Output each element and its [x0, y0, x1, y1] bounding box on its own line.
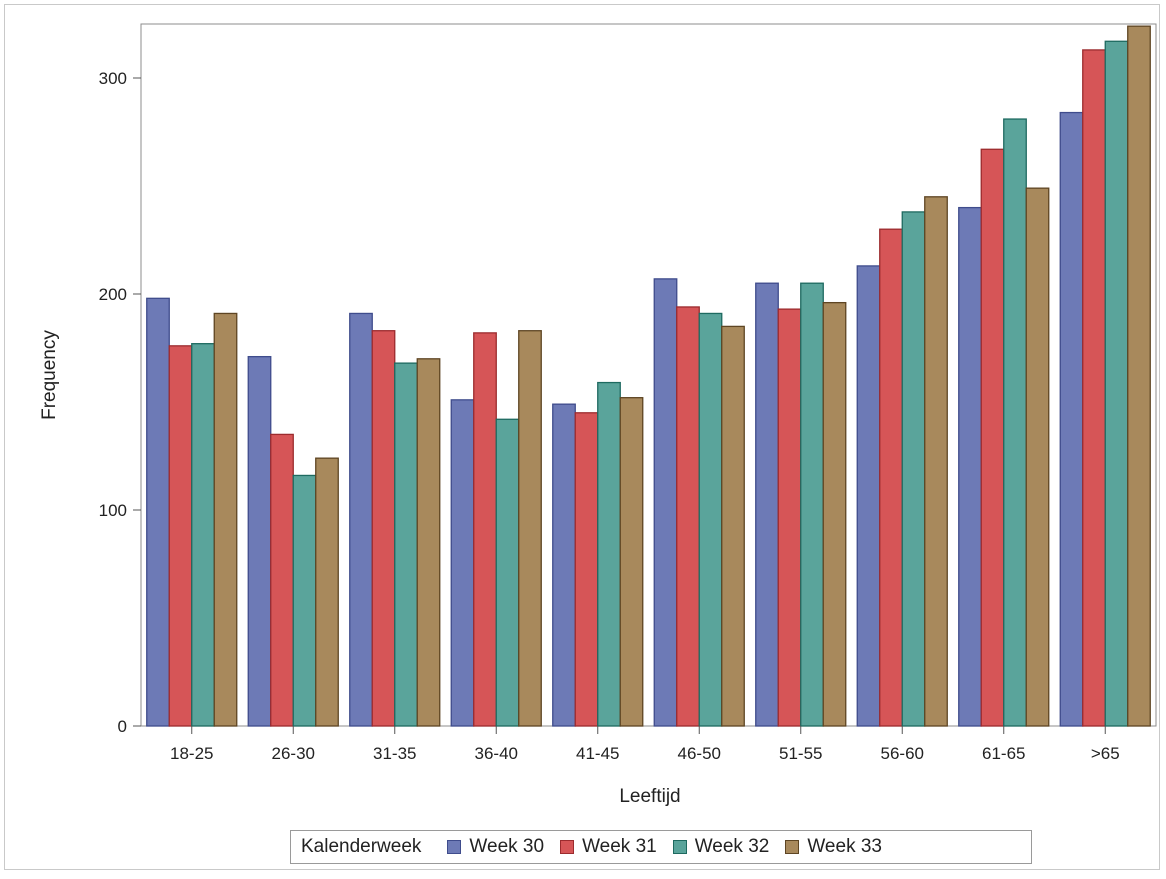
legend-swatch [672, 840, 687, 854]
bar [473, 332, 497, 727]
bar [416, 358, 441, 727]
y-axis: 0 100 200 300 [99, 69, 141, 736]
x-tick-label: 46-50 [678, 744, 721, 763]
bars [146, 25, 1151, 727]
bar [552, 403, 576, 727]
legend-item-week-31: Week 31 [560, 836, 657, 858]
bar [270, 433, 294, 727]
bar [721, 325, 745, 727]
bar [777, 308, 802, 727]
plot-border [140, 23, 1157, 727]
legend-item-week-30: Week 30 [447, 836, 544, 858]
bar [924, 196, 948, 727]
y-tick-label: 200 [99, 285, 127, 304]
bar [879, 228, 903, 727]
bar [1059, 111, 1084, 727]
x-tick-label: 61-65 [982, 744, 1025, 763]
legend-swatch [447, 840, 462, 854]
bar [1127, 25, 1151, 727]
bar [653, 278, 678, 727]
bar [450, 399, 475, 727]
bar [495, 418, 520, 727]
bar [168, 345, 193, 727]
bar [1082, 49, 1106, 727]
bar [980, 148, 1005, 727]
bar [349, 312, 373, 727]
legend-item-week-32: Week 32 [672, 836, 770, 858]
x-tick-label: 26-30 [272, 744, 315, 763]
legend-swatch [560, 840, 575, 854]
plot-area [140, 23, 1157, 727]
legend-label: Week 33 [807, 836, 882, 857]
legend-swatch [785, 840, 800, 854]
x-tick-label: >65 [1091, 744, 1120, 763]
bar [676, 306, 700, 727]
bar [191, 343, 215, 727]
bar [574, 412, 599, 727]
y-axis-title: Frequency [39, 330, 60, 420]
bar [958, 206, 982, 727]
bar [213, 312, 238, 727]
y-tick-label: 100 [99, 501, 127, 520]
bar [619, 397, 644, 727]
y-tick-label: 300 [99, 69, 127, 88]
chart-frame [4, 4, 1160, 870]
bar [1003, 118, 1027, 727]
bar [1104, 40, 1129, 727]
x-tick-label: 36-40 [475, 744, 518, 763]
bar [292, 474, 317, 727]
legend-label: Week 31 [582, 836, 657, 857]
legend-label: Week 32 [694, 836, 770, 857]
bar [247, 355, 272, 727]
bar [822, 301, 847, 727]
bar [371, 330, 396, 727]
bar [800, 282, 824, 727]
legend: Kalenderweek Week 30 Week 31 Week 32 Wee… [290, 830, 1032, 864]
legend-title: Kalenderweek [301, 836, 422, 857]
x-tick-label: 31-35 [373, 744, 416, 763]
x-axis: 18-25 26-30 31-35 36-40 41-45 46-50 51-55 56-60… [170, 726, 1120, 763]
x-axis-title: Leeftijd [619, 786, 680, 807]
bar [597, 381, 621, 727]
bar [856, 265, 881, 727]
bar [146, 297, 170, 727]
bar [755, 282, 779, 727]
y-tick-label: 0 [118, 717, 127, 736]
bar [315, 457, 339, 727]
bar [1025, 187, 1050, 727]
bar [901, 211, 926, 727]
x-tick-label: 56-60 [881, 744, 924, 763]
legend-item-week-33: Week 33 [785, 836, 882, 858]
x-tick-label: 41-45 [576, 744, 619, 763]
bar [394, 362, 418, 727]
bar [698, 312, 723, 727]
legend-label: Week 30 [469, 836, 545, 857]
x-tick-label: 18-25 [170, 744, 213, 763]
x-tick-label: 51-55 [779, 744, 822, 763]
bar [518, 330, 542, 727]
